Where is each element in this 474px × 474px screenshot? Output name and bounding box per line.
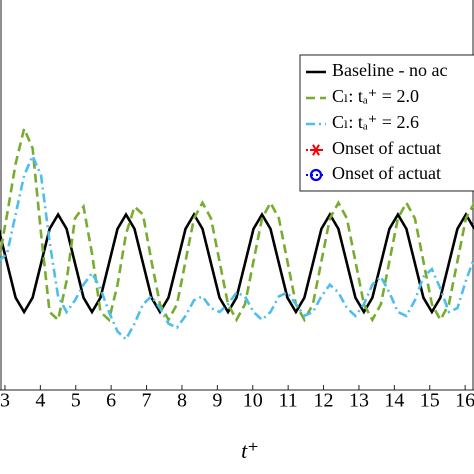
x-tick-label: 16: [455, 390, 474, 412]
x-tick-label: 4: [35, 390, 45, 412]
legend-label: Onset of actuat: [332, 138, 441, 158]
series-line: [0, 211, 474, 315]
x-tick-label: 14: [384, 390, 404, 412]
x-tick-label: 13: [349, 390, 369, 412]
x-tick-label: 5: [71, 390, 81, 412]
legend-marker: [312, 144, 320, 156]
legend-label: Onset of actuat: [332, 163, 441, 183]
legend-label: Cₗ: tₐ⁺ = 2.6: [332, 112, 419, 132]
x-tick-label: 9: [212, 390, 222, 412]
x-tick-label: 3: [0, 390, 10, 412]
x-tick-label: 6: [106, 390, 116, 412]
x-tick-label: 12: [314, 390, 334, 412]
x-tick-label: 8: [177, 390, 187, 412]
legend-label: Cₗ: tₐ⁺ = 2.0: [332, 86, 419, 106]
x-axis-label: t⁺: [241, 438, 259, 463]
x-tick-label: 7: [142, 390, 152, 412]
x-tick-label: 10: [243, 390, 263, 412]
x-tick-label: 15: [420, 390, 440, 412]
legend-marker: [309, 168, 323, 182]
x-tick-label: 11: [279, 390, 298, 412]
plot-area: [0, 124, 474, 342]
legend-box: [299, 54, 474, 192]
legend-label: Baseline - no ac: [332, 60, 447, 80]
series-line: [0, 124, 474, 323]
